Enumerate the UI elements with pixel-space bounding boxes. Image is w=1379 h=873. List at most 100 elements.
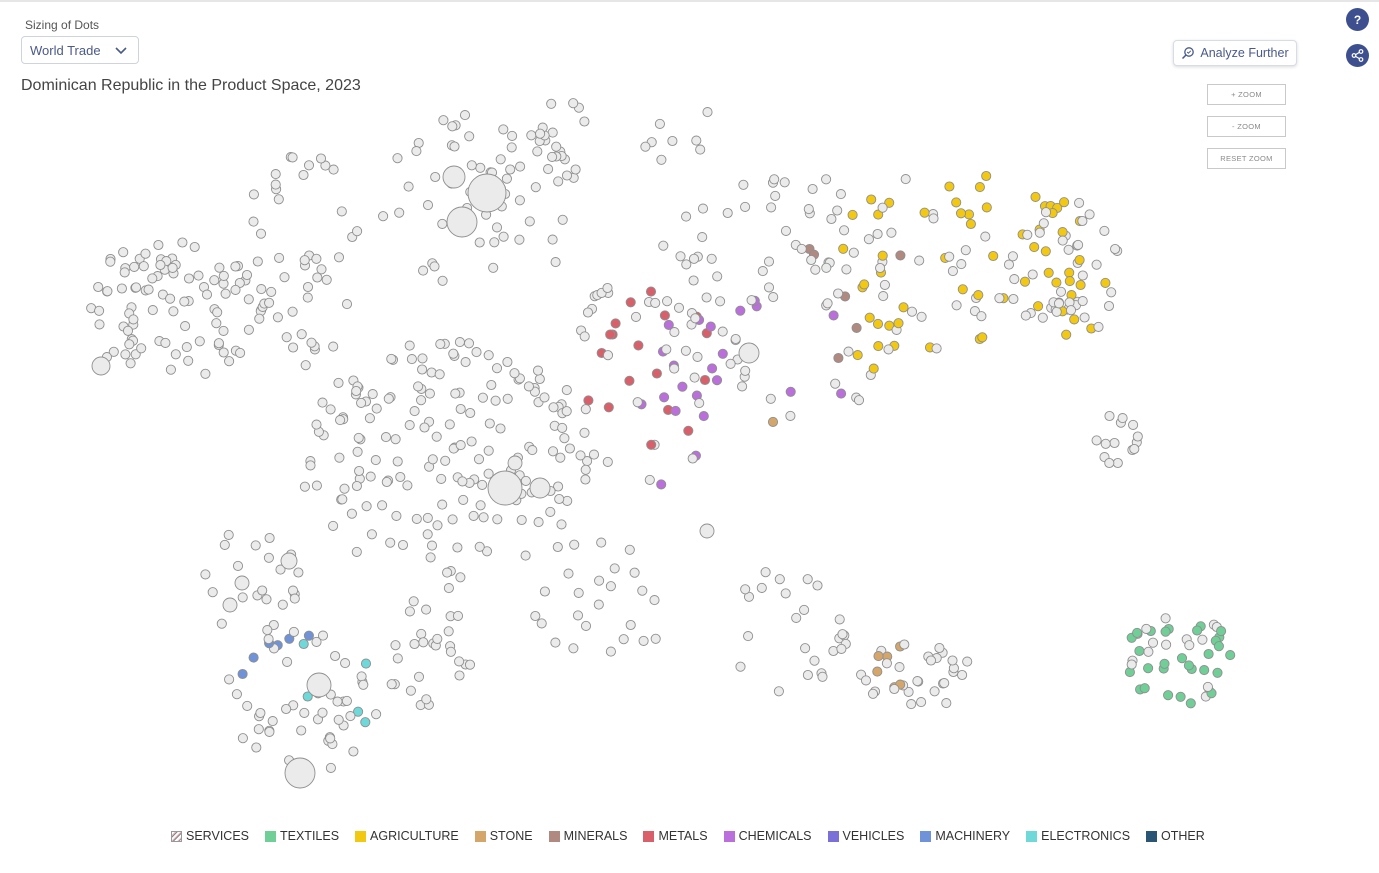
product-node[interactable] xyxy=(325,762,336,773)
product-node[interactable] xyxy=(189,241,200,253)
product-node[interactable] xyxy=(370,455,381,466)
product-node[interactable] xyxy=(248,652,259,663)
product-node[interactable] xyxy=(289,593,300,604)
product-node[interactable] xyxy=(287,152,298,163)
product-node[interactable] xyxy=(594,575,605,586)
product-node[interactable] xyxy=(1100,277,1111,288)
product-node[interactable] xyxy=(877,250,888,261)
product-node[interactable] xyxy=(262,625,273,636)
product-node[interactable] xyxy=(1043,267,1054,278)
product-node[interactable] xyxy=(346,508,357,519)
product-node[interactable] xyxy=(352,446,363,457)
product-node[interactable] xyxy=(580,464,591,475)
product-node[interactable] xyxy=(670,405,681,416)
product-node[interactable] xyxy=(974,182,985,193)
product-node[interactable] xyxy=(785,386,796,397)
product-node[interactable] xyxy=(481,546,493,557)
product-node[interactable] xyxy=(756,582,767,593)
product-node[interactable] xyxy=(894,662,905,673)
product-node[interactable] xyxy=(957,669,968,681)
product-node[interactable] xyxy=(136,343,147,354)
product-node[interactable] xyxy=(270,169,281,180)
product-node[interactable] xyxy=(760,567,771,578)
product-node[interactable] xyxy=(200,368,211,379)
product-node[interactable] xyxy=(866,194,877,205)
product-node[interactable] xyxy=(138,261,149,272)
product-node[interactable] xyxy=(475,500,486,511)
product-node[interactable] xyxy=(284,757,316,789)
product-node[interactable] xyxy=(821,262,832,273)
product-node[interactable] xyxy=(551,141,562,152)
product-node[interactable] xyxy=(1022,229,1033,240)
product-node[interactable] xyxy=(690,313,701,324)
product-node[interactable] xyxy=(108,346,119,357)
product-node[interactable] xyxy=(886,227,897,238)
product-node[interactable] xyxy=(916,311,927,322)
product-node[interactable] xyxy=(575,450,586,461)
product-node[interactable] xyxy=(232,560,244,571)
product-node[interactable] xyxy=(735,661,746,672)
product-node[interactable] xyxy=(730,333,741,345)
product-node[interactable] xyxy=(864,312,875,323)
product-node[interactable] xyxy=(947,655,958,666)
product-node[interactable] xyxy=(1040,207,1052,218)
product-node[interactable] xyxy=(715,296,726,307)
product-node[interactable] xyxy=(1163,690,1174,701)
product-node[interactable] xyxy=(697,232,708,243)
product-node[interactable] xyxy=(663,319,674,330)
product-node[interactable] xyxy=(477,392,488,403)
product-node[interactable] xyxy=(994,293,1005,304)
product-node[interactable] xyxy=(332,696,343,707)
product-node[interactable] xyxy=(906,306,918,317)
product-node[interactable] xyxy=(263,552,274,563)
product-node[interactable] xyxy=(1104,457,1115,469)
product-node[interactable] xyxy=(841,264,852,275)
product-node[interactable] xyxy=(1147,637,1159,648)
product-node[interactable] xyxy=(832,205,843,216)
product-node[interactable] xyxy=(514,234,525,245)
product-node[interactable] xyxy=(605,329,616,340)
product-node[interactable] xyxy=(449,141,460,152)
product-node[interactable] xyxy=(524,216,535,227)
product-node[interactable] xyxy=(302,281,314,293)
product-node[interactable] xyxy=(234,575,250,591)
product-node[interactable] xyxy=(444,419,455,430)
product-node[interactable] xyxy=(177,237,188,248)
product-node[interactable] xyxy=(919,207,930,218)
product-node[interactable] xyxy=(654,118,665,129)
product-node[interactable] xyxy=(498,231,509,242)
product-node[interactable] xyxy=(477,479,488,490)
product-node[interactable] xyxy=(316,264,327,275)
product-node[interactable] xyxy=(337,494,348,505)
product-node[interactable] xyxy=(180,321,191,332)
product-node[interactable] xyxy=(454,337,465,348)
product-node[interactable] xyxy=(833,288,844,299)
product-node[interactable] xyxy=(1038,218,1049,229)
product-node[interactable] xyxy=(579,427,590,438)
product-node[interactable] xyxy=(740,201,751,212)
product-node[interactable] xyxy=(442,567,453,578)
product-node[interactable] xyxy=(120,349,131,360)
product-node[interactable] xyxy=(579,116,590,127)
product-node[interactable] xyxy=(230,261,241,272)
product-node[interactable] xyxy=(467,173,507,213)
product-node[interactable] xyxy=(646,439,657,450)
product-node[interactable] xyxy=(557,422,568,433)
product-node[interactable] xyxy=(625,297,636,308)
product-node[interactable] xyxy=(235,347,246,358)
product-node[interactable] xyxy=(422,529,433,540)
product-node[interactable] xyxy=(454,656,465,667)
product-node[interactable] xyxy=(546,98,557,109)
product-node[interactable] xyxy=(763,282,775,293)
product-node[interactable] xyxy=(483,350,494,361)
product-node[interactable] xyxy=(951,300,962,311)
product-node[interactable] xyxy=(432,520,443,531)
product-node[interactable] xyxy=(248,216,259,227)
product-node[interactable] xyxy=(243,294,254,305)
product-node[interactable] xyxy=(1176,653,1188,664)
product-node[interactable] xyxy=(253,724,264,735)
product-node[interactable] xyxy=(650,633,661,644)
product-node[interactable] xyxy=(193,270,204,281)
product-node[interactable] xyxy=(1003,259,1015,270)
product-node[interactable] xyxy=(1143,663,1154,674)
